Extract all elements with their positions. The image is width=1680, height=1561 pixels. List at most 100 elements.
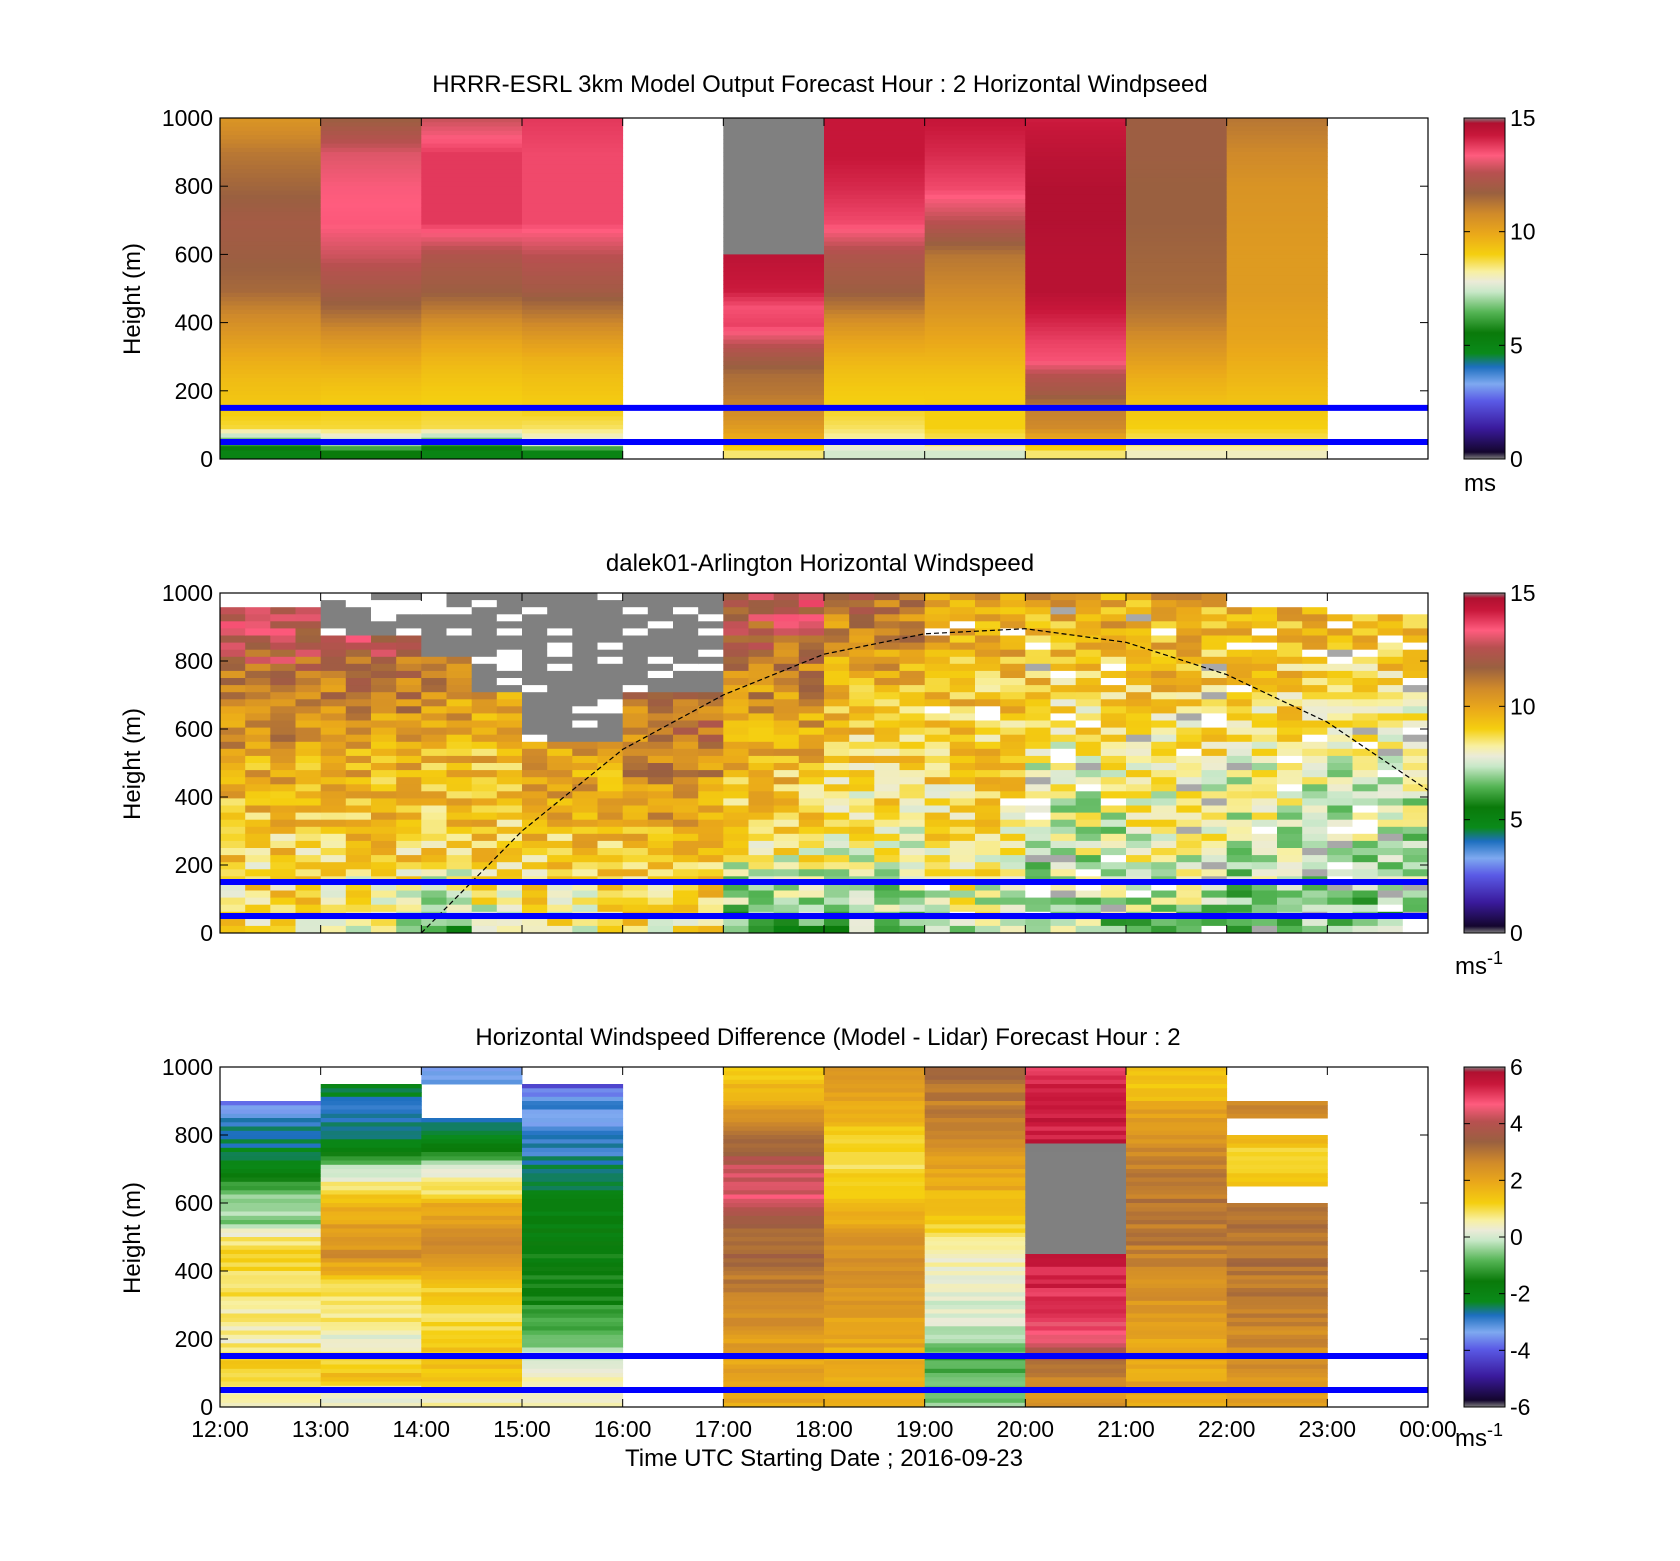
heatmap-cell <box>1126 399 1228 404</box>
heatmap-cell <box>1050 678 1077 686</box>
heatmap-cell <box>371 649 397 658</box>
heatmap-cell <box>1352 699 1379 707</box>
heatmap-cell <box>1251 890 1278 899</box>
heatmap-cell <box>1226 1330 1328 1336</box>
heatmap-cell <box>270 692 296 700</box>
heatmap-cell <box>320 1139 422 1144</box>
heatmap-cell <box>824 1300 926 1306</box>
heatmap-cell <box>1025 1309 1127 1314</box>
heatmap-cell <box>924 1266 1026 1272</box>
heatmap-cell <box>270 840 296 849</box>
heatmap-cell <box>1327 734 1353 743</box>
heatmap-cell <box>1050 777 1077 785</box>
heatmap-cell <box>1025 642 1051 651</box>
heatmap-cell <box>1352 720 1379 729</box>
heatmap-cell <box>471 649 498 658</box>
heatmap-cell <box>673 777 699 785</box>
heatmap-cell <box>446 883 473 891</box>
heatmap-cell <box>1126 1398 1228 1404</box>
heatmap-cell <box>220 642 246 651</box>
heatmap-cell <box>1352 791 1379 799</box>
heatmap-cell <box>1352 897 1379 906</box>
heatmap-cell <box>899 798 926 806</box>
heatmap-cell <box>1302 869 1328 877</box>
heatmap-cell <box>1226 331 1328 336</box>
heatmap-cell <box>295 770 322 778</box>
heatmap-cell <box>1226 649 1253 658</box>
heatmap-cell <box>1377 663 1404 672</box>
heatmap-cell <box>220 1113 322 1119</box>
heatmap-cell <box>220 890 246 899</box>
heatmap-cell <box>245 805 271 814</box>
heatmap-cell <box>1226 262 1328 268</box>
heatmap-cell <box>1352 848 1379 856</box>
heatmap-cell <box>849 848 875 856</box>
heatmap-cell <box>773 918 800 927</box>
heatmap-cell <box>1226 420 1328 426</box>
heatmap-cell <box>1226 335 1328 341</box>
heatmap-cell <box>748 777 775 785</box>
heatmap-cell <box>723 292 825 298</box>
heatmap-cell <box>1126 1198 1228 1204</box>
heatmap-cell <box>345 713 372 721</box>
heatmap-cell <box>874 663 900 672</box>
heatmap-cell <box>421 1313 523 1319</box>
heatmap-cell <box>975 770 1001 778</box>
heatmap-cell <box>1000 607 1026 615</box>
heatmap-cell <box>1100 812 1127 821</box>
heatmap-cell <box>421 1135 523 1140</box>
heatmap-cell <box>1226 635 1253 644</box>
heatmap-cell <box>522 1258 624 1263</box>
heatmap-cell <box>824 734 850 743</box>
heatmap-cell <box>320 356 422 362</box>
heatmap-cell <box>723 1126 825 1132</box>
heatmap-cell <box>1251 883 1278 891</box>
heatmap-cell <box>572 925 598 934</box>
heatmap-cell <box>522 424 624 430</box>
heatmap-cell <box>1402 670 1429 679</box>
heatmap-cell <box>1025 1118 1127 1123</box>
heatmap-cell <box>245 706 271 714</box>
heatmap-cell <box>572 642 598 651</box>
heatmap-cell <box>220 335 322 341</box>
heatmap-cell <box>1176 770 1202 778</box>
heatmap-cell <box>1201 791 1228 799</box>
heatmap-cell <box>723 890 749 899</box>
heatmap-cell <box>924 361 1026 366</box>
heatmap-cell <box>220 250 322 255</box>
heatmap-cell <box>1100 642 1127 651</box>
heatmap-cell <box>849 692 875 700</box>
heatmap-cell <box>673 734 699 743</box>
heatmap-cell <box>924 1194 1026 1200</box>
heatmap-cell <box>220 267 322 272</box>
heatmap-cell <box>975 798 1001 806</box>
heatmap-cell <box>723 382 825 387</box>
heatmap-cell <box>345 748 372 757</box>
heatmap-cell <box>773 833 800 842</box>
heatmap-cell <box>924 805 951 814</box>
heatmap-cell <box>1201 763 1228 771</box>
heatmap-cell <box>245 883 271 891</box>
heatmap-cell <box>949 720 976 729</box>
heatmap-cell <box>1100 798 1127 806</box>
heatmap-cell <box>522 1317 624 1323</box>
heatmap-cell <box>421 1360 523 1365</box>
heatmap-cell <box>1251 862 1278 870</box>
heatmap-cell <box>1025 275 1127 281</box>
heatmap-cell <box>1226 190 1328 196</box>
heatmap-cell <box>924 791 951 799</box>
heatmap-cell <box>1126 1135 1228 1140</box>
heatmap-cell <box>1327 642 1353 651</box>
heatmap-cell <box>1352 819 1379 828</box>
heatmap-cell <box>1126 194 1228 200</box>
heatmap-cell <box>824 1198 926 1204</box>
heatmap-cell <box>320 314 422 319</box>
heatmap-cell <box>1402 770 1429 778</box>
heatmap-cell <box>421 692 447 700</box>
heatmap-cell <box>522 207 624 213</box>
heatmap-cell <box>421 1173 523 1178</box>
heatmap-cell <box>949 862 976 870</box>
heatmap-cell <box>975 784 1001 792</box>
heatmap-cell <box>547 685 573 693</box>
heatmap-cell <box>924 343 1026 349</box>
